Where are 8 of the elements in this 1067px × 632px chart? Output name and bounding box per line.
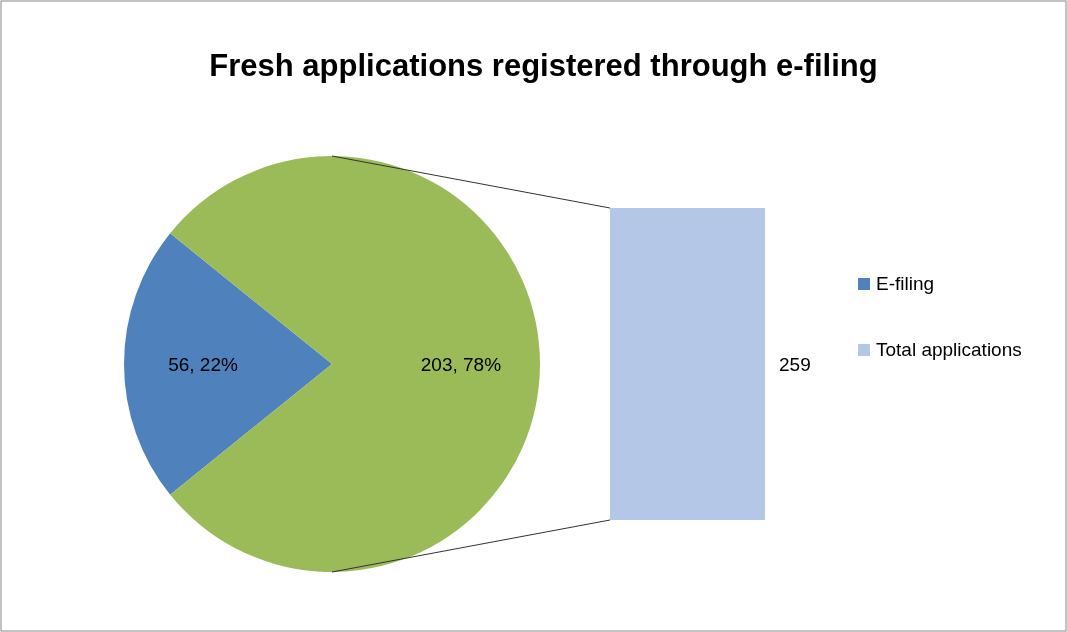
data-label: 203, 78% (420, 354, 502, 375)
data-label: 259 (779, 354, 811, 375)
data-label: 56, 22% (168, 354, 238, 375)
chart-title: Fresh applications registered through e-filing (209, 48, 878, 83)
pie-slice (124, 233, 332, 495)
legend-label: Total applications (876, 339, 1022, 360)
legend-label: E-filing (876, 273, 935, 294)
pie-slice (170, 156, 540, 572)
